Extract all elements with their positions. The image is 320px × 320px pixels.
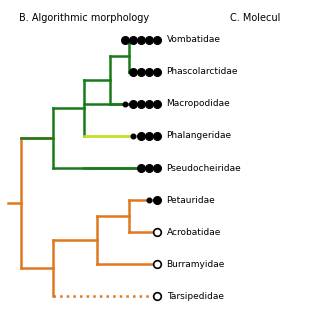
Text: Phalangeridae: Phalangeridae xyxy=(167,132,232,140)
Text: C. Molecul: C. Molecul xyxy=(230,12,280,23)
Text: B. Algorithmic morphology: B. Algorithmic morphology xyxy=(19,12,149,23)
Text: Tarsipedidae: Tarsipedidae xyxy=(167,292,224,301)
Text: Acrobatidae: Acrobatidae xyxy=(167,228,221,236)
Text: Phascolarctidae: Phascolarctidae xyxy=(167,68,238,76)
Text: Vombatidae: Vombatidae xyxy=(167,35,220,44)
Text: Pseudocheiridae: Pseudocheiridae xyxy=(167,164,241,172)
Text: Petauridae: Petauridae xyxy=(167,196,215,204)
Text: Macropodidae: Macropodidae xyxy=(167,100,230,108)
Text: Burramyidae: Burramyidae xyxy=(167,260,225,268)
